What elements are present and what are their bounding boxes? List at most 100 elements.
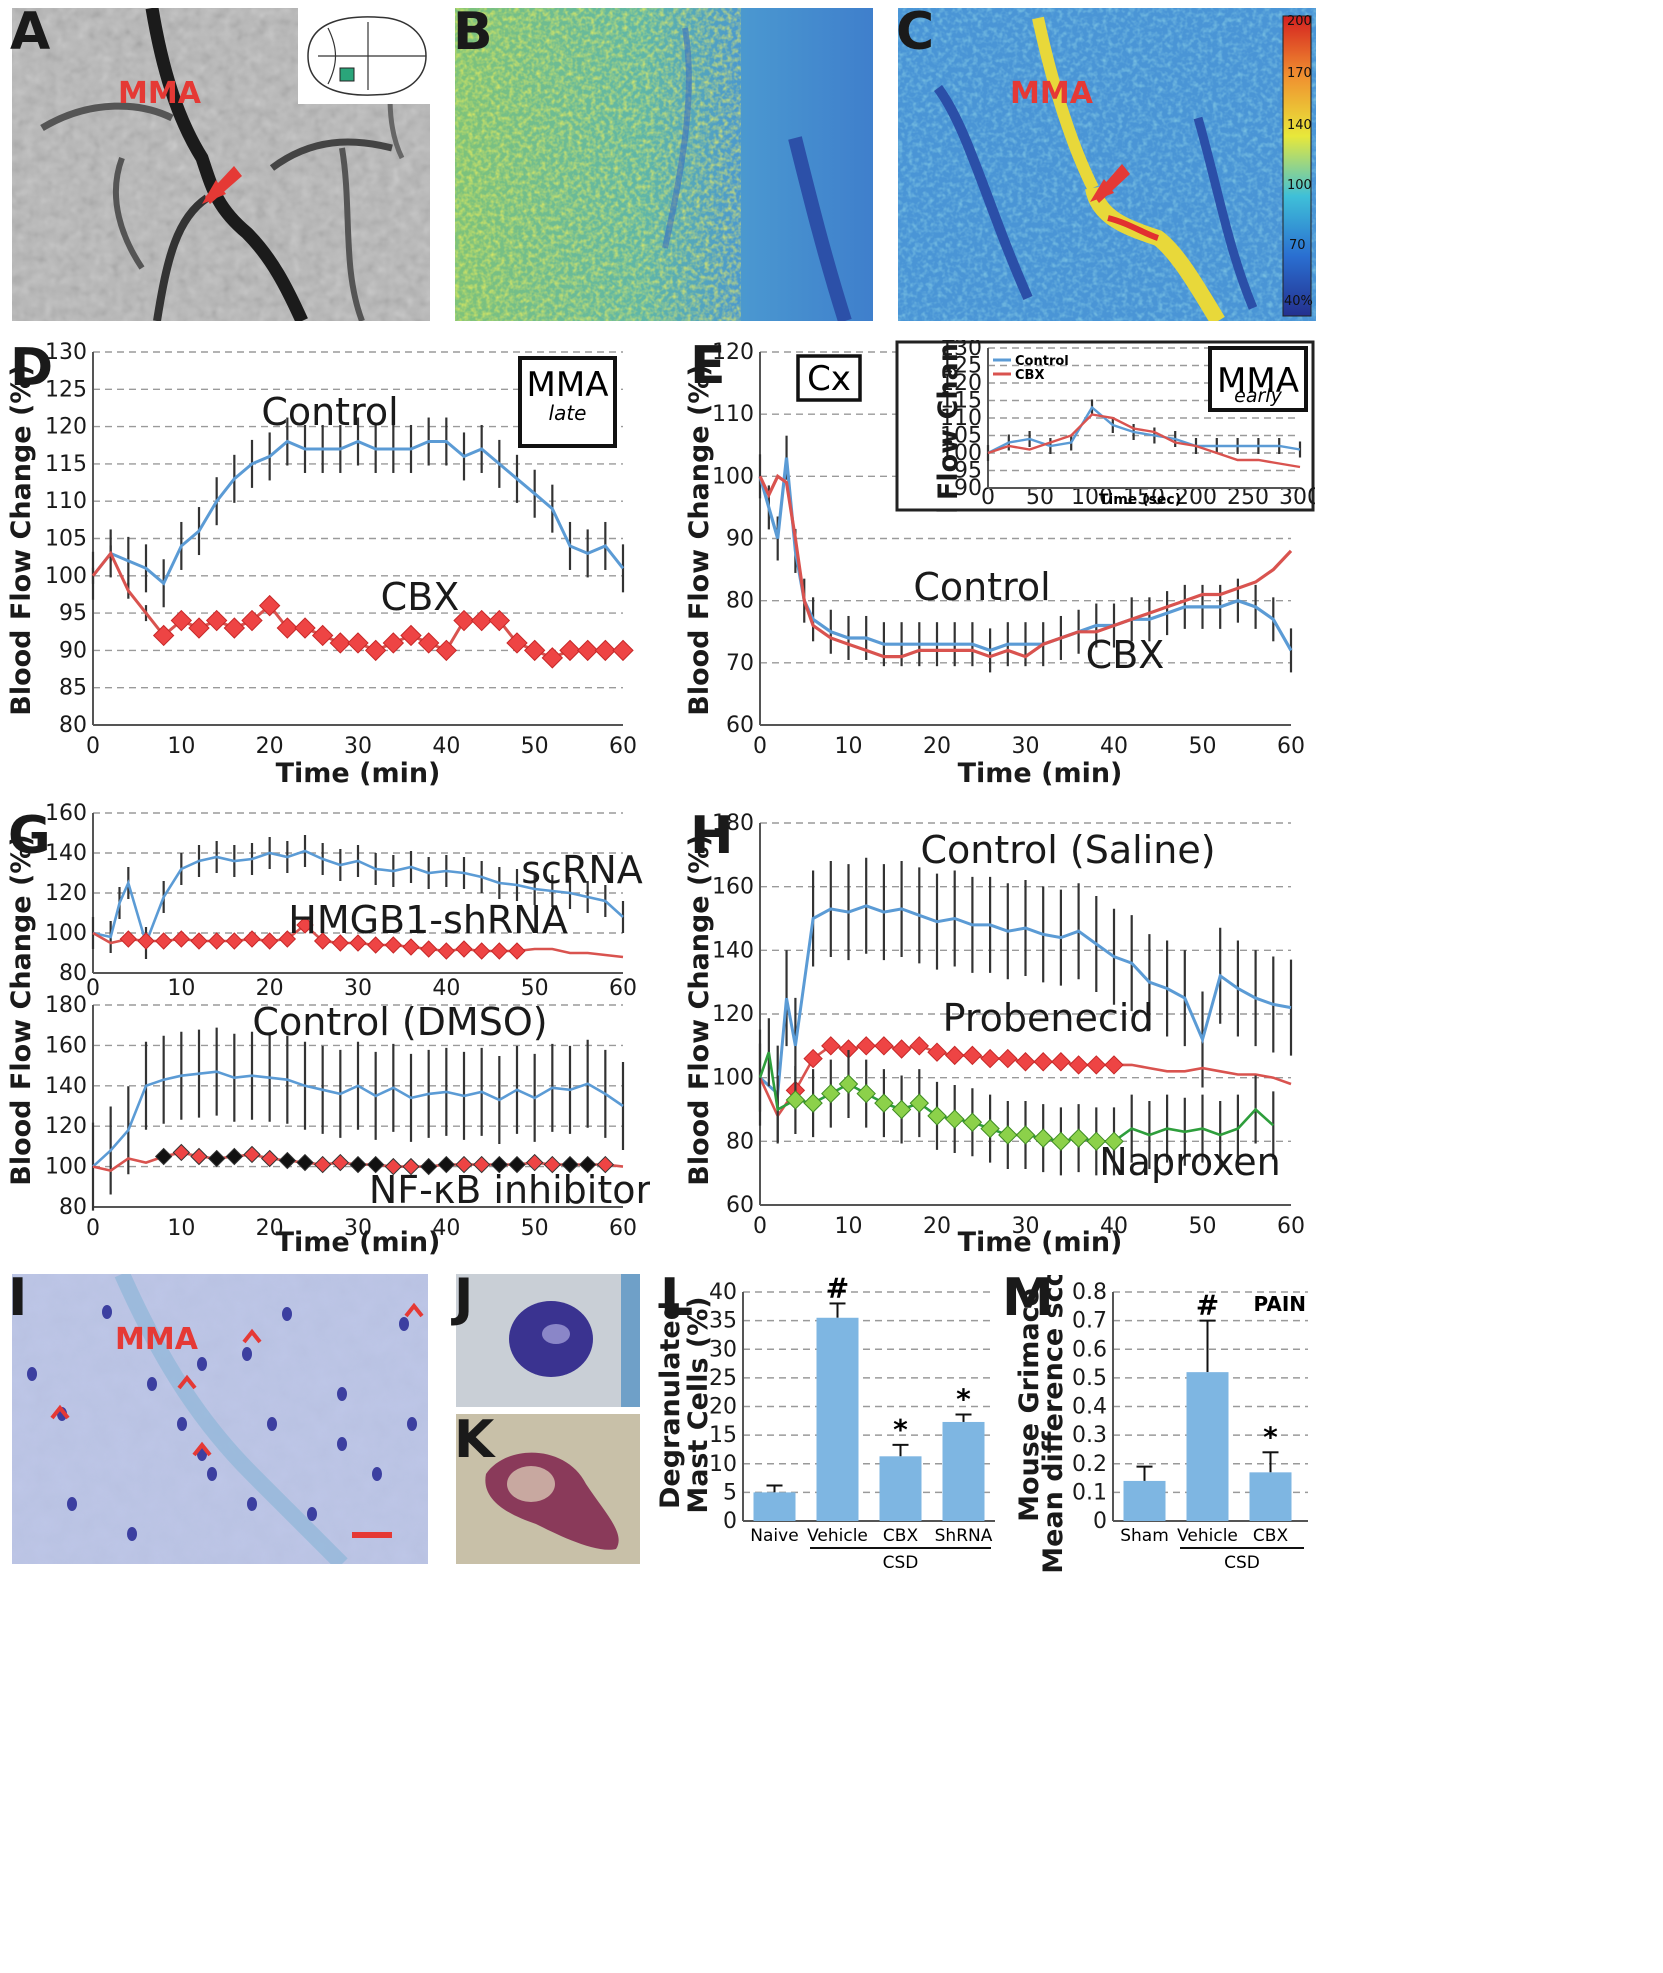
x-category-label: Vehicle [1177, 1526, 1238, 1546]
x-axis-title: Time (min) [958, 758, 1123, 789]
colorbar-tick-100: 100 [1287, 178, 1312, 193]
arrowhead-marker [177, 1374, 197, 1390]
y-tick-label: 120 [45, 1114, 87, 1139]
pain-annotation: PAIN [1254, 1292, 1306, 1316]
y-tick-label: 120 [45, 415, 87, 440]
series-line-cbx [987, 413, 1301, 469]
y-tick-label: 90 [954, 476, 982, 501]
y-tick-label: 100 [712, 1066, 754, 1091]
x-category-label: Vehicle [807, 1526, 868, 1546]
data-marker [525, 1153, 544, 1172]
x-tick-label: 30 [344, 1216, 372, 1241]
y-tick-label: 25 [709, 1366, 737, 1391]
panel-letter-g: G [8, 806, 51, 866]
data-marker [435, 639, 458, 662]
series-line-cbx [758, 473, 1293, 659]
panel-letter-k: K [454, 1410, 495, 1470]
blood-flow-baseline-map [455, 8, 873, 321]
y-tick-label: 120 [712, 1002, 754, 1027]
y-axis-title-line1: Degranulated [655, 1301, 686, 1509]
y-tick-label: 95 [59, 601, 87, 626]
y-axis-title: Blood Flow Change (%) [6, 834, 37, 1186]
bar-vehicle [1186, 1372, 1229, 1521]
data-marker [207, 932, 226, 950]
data-marker [508, 942, 526, 960]
data-marker [294, 617, 316, 639]
data-marker [578, 1155, 597, 1174]
data-marker [455, 940, 473, 958]
series-line-control [987, 405, 1301, 455]
data-marker [260, 1149, 279, 1168]
y-tick-label: 120 [712, 340, 754, 365]
data-marker [364, 639, 387, 662]
data-marker [980, 1048, 1000, 1069]
x-tick-label: 40 [432, 1216, 460, 1241]
mast-cell [407, 1417, 417, 1431]
mma-label-c: MMA [1010, 76, 1093, 111]
y-axis-title: Blood Flow Change (%) [684, 364, 715, 716]
y-tick-label: 125 [45, 377, 87, 402]
panel-letter-c: C [896, 2, 935, 62]
x-tick-label: 10 [167, 734, 195, 759]
x-tick-label: 200 [1175, 485, 1217, 510]
y-tick-label: 115 [940, 389, 982, 414]
panel-letter-m: M [1002, 1268, 1054, 1328]
mast-cell [337, 1437, 347, 1451]
x-tick-label: 10 [835, 734, 863, 759]
mast-cell [102, 1305, 112, 1319]
bar-cbx [1249, 1472, 1292, 1521]
y-tick-label: 90 [726, 527, 754, 552]
data-marker [561, 1155, 579, 1174]
y-tick-label: 80 [59, 961, 87, 986]
bar-sham [1123, 1480, 1166, 1521]
y-axis-title-line2: Mast Cells (%) [683, 1296, 714, 1513]
data-marker [576, 639, 599, 662]
chart-l: 0 5 10 15 20 25 30 35 40 Naive Vehicle # CBX * ShRNA * C… [655, 1275, 995, 1573]
x-tick-label: 50 [1189, 1214, 1217, 1239]
data-marker [172, 1143, 191, 1162]
x-tick-label: 60 [1277, 1214, 1305, 1239]
y-tick-label: 85 [59, 676, 87, 701]
data-marker [490, 942, 509, 960]
data-marker [311, 624, 334, 647]
chart-h: 60 80 100 120 140 160 180 0 10 20 30 40 50 60 Blood Fl… [684, 811, 1305, 1258]
mast-cell [267, 1417, 277, 1431]
series-label-probenecid: Probenecid [943, 996, 1154, 1040]
panel-c-image [898, 8, 1316, 321]
x-category-label: ShRNA [935, 1526, 993, 1546]
data-marker [205, 609, 228, 632]
data-marker [223, 617, 246, 639]
y-tick-label: 0.7 [1072, 1309, 1107, 1334]
panel-k-image [456, 1414, 640, 1564]
data-marker [437, 1155, 456, 1174]
data-marker [172, 930, 191, 948]
data-marker [278, 1151, 297, 1170]
data-marker [508, 1155, 526, 1174]
colorbar-tick-170: 170 [1287, 66, 1312, 81]
x-tick-label: 30 [344, 734, 372, 759]
y-tick-label: 80 [59, 713, 87, 738]
bar-cbx [879, 1456, 922, 1521]
data-marker [455, 1155, 473, 1174]
condition-box-subtitle: early [1234, 385, 1282, 407]
data-marker [329, 632, 352, 654]
condition-box-title: Cx [807, 359, 851, 399]
data-marker [417, 632, 440, 654]
x-tick-label: 50 [521, 1216, 549, 1241]
data-marker [241, 609, 263, 632]
data-marker [313, 932, 332, 950]
series-label-control: Control [913, 565, 1050, 609]
condition-box-title: MMA [527, 365, 609, 405]
data-marker [1086, 1055, 1107, 1075]
series-label-nf-kb-inhibitor: NF-κB inhibitor [369, 1168, 650, 1212]
data-marker [785, 1090, 806, 1110]
x-tick-label: 150 [1123, 485, 1165, 510]
data-marker [559, 639, 581, 662]
data-marker [190, 932, 208, 950]
y-tick-label: 0.1 [1072, 1480, 1107, 1505]
x-tick-label: 10 [167, 1216, 195, 1241]
y-tick-label: 140 [45, 841, 87, 866]
chart-e: 60 70 80 90 100 110 120 0 10 20 30 40 50 60 Blood Flow… [684, 340, 1305, 789]
y-axis-title: Blood Flow Change (%) [6, 364, 37, 716]
